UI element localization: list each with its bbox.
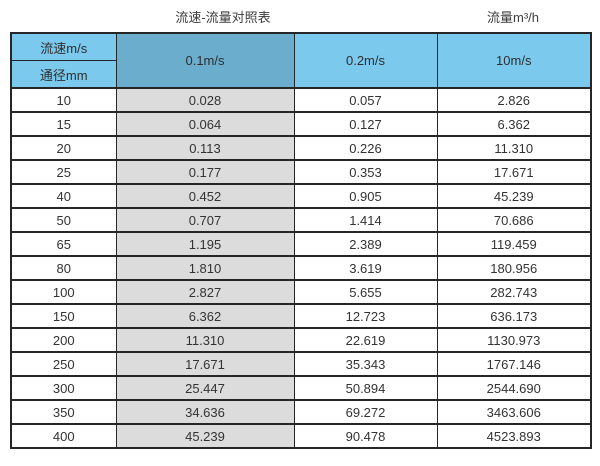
value-cell: 3463.606 [436, 399, 592, 425]
table-row: 65 1.195 2.389 119.459 [10, 231, 592, 257]
value-cell: 70.686 [436, 207, 592, 233]
table-row: 25 0.177 0.353 17.671 [10, 159, 592, 185]
value-cell: 0.057 [293, 87, 438, 113]
value-cell: 0.707 [115, 207, 295, 233]
value-cell: 45.239 [115, 423, 295, 449]
table-row: 100 2.827 5.655 282.743 [10, 279, 592, 305]
value-cell: 0.353 [293, 159, 438, 185]
value-cell: 0.452 [115, 183, 295, 209]
diameter-cell: 10 [10, 87, 117, 113]
table-row: 40 0.452 0.905 45.239 [10, 183, 592, 209]
table-row: 15 0.064 0.127 6.362 [10, 111, 592, 137]
header-row-bottom: 通径mm [10, 60, 591, 89]
table-body: 10 0.028 0.057 2.826 15 0.064 0.127 6.36… [10, 87, 592, 449]
table-row: 250 17.671 35.343 1767.146 [10, 351, 592, 377]
value-cell: 0.177 [115, 159, 295, 185]
title-bar: 流速-流量对照表 流量m³/h [0, 0, 600, 32]
value-cell: 2.389 [293, 231, 438, 257]
value-cell: 17.671 [436, 159, 592, 185]
value-cell: 34.636 [115, 399, 295, 425]
table-row: 200 11.310 22.619 1130.973 [10, 327, 592, 353]
value-cell: 1767.146 [436, 351, 592, 377]
diameter-cell: 200 [10, 327, 117, 353]
value-cell: 1.195 [115, 231, 295, 257]
value-cell: 0.127 [293, 111, 438, 137]
value-cell: 22.619 [293, 327, 438, 353]
value-cell: 69.272 [293, 399, 438, 425]
value-cell: 2544.690 [436, 375, 592, 401]
value-cell: 90.478 [293, 423, 438, 449]
flow-unit-label: 流量m³/h [486, 9, 539, 25]
diameter-cell: 100 [10, 279, 117, 305]
diameter-cell: 150 [10, 303, 117, 329]
value-cell: 50.894 [293, 375, 438, 401]
diameter-cell: 80 [10, 255, 117, 281]
diameter-cell: 300 [10, 375, 117, 401]
value-cell: 0.113 [115, 135, 295, 161]
header-col-0-2ms: 0.2m/s [293, 32, 438, 89]
value-cell: 1.810 [115, 255, 295, 281]
value-cell: 282.743 [436, 279, 592, 305]
value-cell: 11.310 [436, 135, 592, 161]
value-cell: 119.459 [436, 231, 592, 257]
value-cell: 1130.973 [436, 327, 592, 353]
value-cell: 25.447 [115, 375, 295, 401]
header-row-top: 流速m/s 0.1m/s 0.2m/s 10m/s [10, 32, 592, 89]
diameter-cell: 350 [10, 399, 117, 425]
diameter-cell: 65 [10, 231, 117, 257]
diameter-cell: 40 [10, 183, 117, 209]
table-row: 20 0.113 0.226 11.310 [10, 135, 592, 161]
diameter-cell: 15 [10, 111, 117, 137]
value-cell: 2.826 [436, 87, 592, 113]
table-row: 300 25.447 50.894 2544.690 [10, 375, 592, 401]
table-row: 350 34.636 69.272 3463.606 [10, 399, 592, 425]
value-cell: 0.064 [115, 111, 295, 137]
table-row: 80 1.810 3.619 180.956 [10, 255, 592, 281]
table-row: 150 6.362 12.723 636.173 [10, 303, 592, 329]
value-cell: 35.343 [293, 351, 438, 377]
value-cell: 0.028 [115, 87, 295, 113]
diameter-cell: 400 [10, 423, 117, 449]
value-cell: 17.671 [115, 351, 295, 377]
value-cell: 2.827 [115, 279, 295, 305]
value-cell: 180.956 [436, 255, 592, 281]
value-cell: 6.362 [115, 303, 295, 329]
value-cell: 5.655 [293, 279, 438, 305]
value-cell: 12.723 [293, 303, 438, 329]
diameter-cell: 50 [10, 207, 117, 233]
value-cell: 6.362 [436, 111, 592, 137]
table-row: 10 0.028 0.057 2.826 [10, 87, 592, 113]
value-cell: 636.173 [436, 303, 592, 329]
diameter-cell: 250 [10, 351, 117, 377]
table-row: 50 0.707 1.414 70.686 [10, 207, 592, 233]
value-cell: 4523.893 [436, 423, 592, 449]
value-cell: 0.905 [293, 183, 438, 209]
header-col-10ms: 10m/s [436, 32, 592, 89]
value-cell: 0.226 [293, 135, 438, 161]
header-corner-velocity: 流速m/s [10, 32, 117, 61]
value-cell: 3.619 [293, 255, 438, 281]
value-cell: 1.414 [293, 207, 438, 233]
flow-rate-table: 流速m/s 0.1m/s 0.2m/s 10m/s 通径mm 10 0.028 … [10, 32, 592, 449]
table-row: 400 45.239 90.478 4523.893 [10, 423, 592, 449]
header-col-0-1ms: 0.1m/s [115, 32, 295, 89]
table-header: 流速m/s 0.1m/s 0.2m/s 10m/s 通径mm [10, 32, 592, 89]
header-corner-diameter: 通径mm [10, 60, 117, 89]
diameter-cell: 25 [10, 159, 117, 185]
value-cell: 11.310 [115, 327, 295, 353]
value-cell: 45.239 [436, 183, 592, 209]
page-title: 流速-流量对照表 [175, 9, 271, 25]
diameter-cell: 20 [10, 135, 117, 161]
